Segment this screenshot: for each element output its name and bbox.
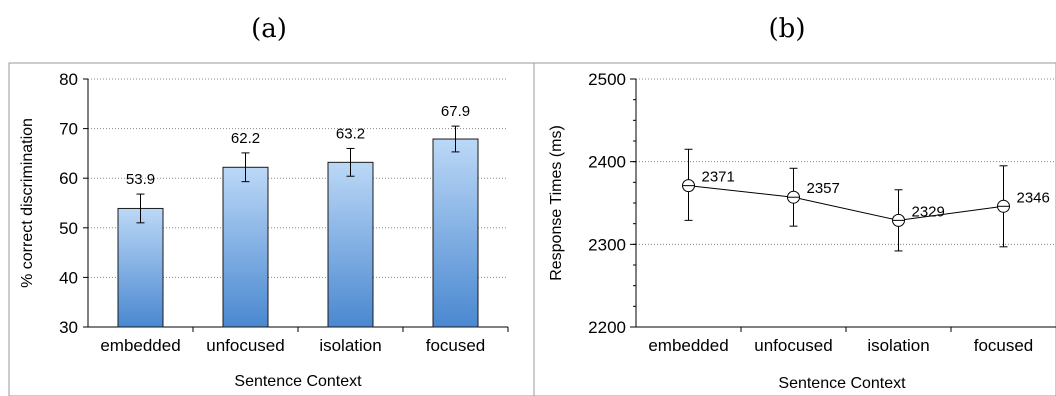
x-axis-title-b: Sentence Context [778,375,906,392]
data-label-b: 2371 [702,169,735,186]
y-tick-label-a: 30 [59,318,78,337]
bar-embedded [117,207,164,328]
y-tick-label-a: 70 [59,120,78,139]
bar-unfocused [222,166,269,328]
y-tick-label-b: 2500 [588,70,626,89]
bar-chart-a: 30 40 50 60 70 80 53.9 embedded 62.2 unfocused 63.… [19,70,509,390]
x-tick-label-a: isolation [319,336,381,355]
y-tick-label-b: 2400 [588,153,626,172]
x-tick-label-b: embedded [648,336,728,355]
data-label-a: 62.2 [231,130,260,147]
y-axis-title-a: % correct discrimination [19,118,36,288]
data-label-b: 2357 [807,180,840,197]
line-chart-b: 2200 2300 2400 2500 2371 embedded 2357 unfocuse… [548,70,1056,392]
panel-a-caption: (a) [251,14,287,44]
x-axis-title-a: Sentence Context [234,373,362,390]
x-tick-label-a: embedded [100,336,180,355]
y-tick-label-a: 80 [59,70,78,89]
panel-b-caption: (b) [768,14,806,44]
data-label-a: 53.9 [126,171,155,188]
y-tick-label-b: 2300 [588,235,626,254]
x-tick-label-a: focused [426,336,486,355]
x-tick-label-b: unfocused [754,336,832,355]
x-tick-label-b: isolation [867,336,929,355]
y-tick-label-a: 50 [59,219,78,238]
data-label-b: 2346 [1017,189,1050,206]
panel-b-frame [533,62,1056,396]
y-tick-label-b: 2200 [588,318,626,337]
y-tick-label-a: 60 [59,169,78,188]
y-axis-title-b: Response Times (ms) [548,125,565,281]
x-tick-label-a: unfocused [206,336,284,355]
data-label-a: 67.9 [441,103,470,120]
data-label-a: 63.2 [336,125,365,142]
bar-focused [432,138,479,328]
x-tick-label-b: focused [974,336,1034,355]
bar-isolation [327,161,374,328]
series-line-b [688,185,1004,221]
y-tick-label-a: 40 [59,268,78,287]
data-label-b: 2329 [912,203,945,220]
